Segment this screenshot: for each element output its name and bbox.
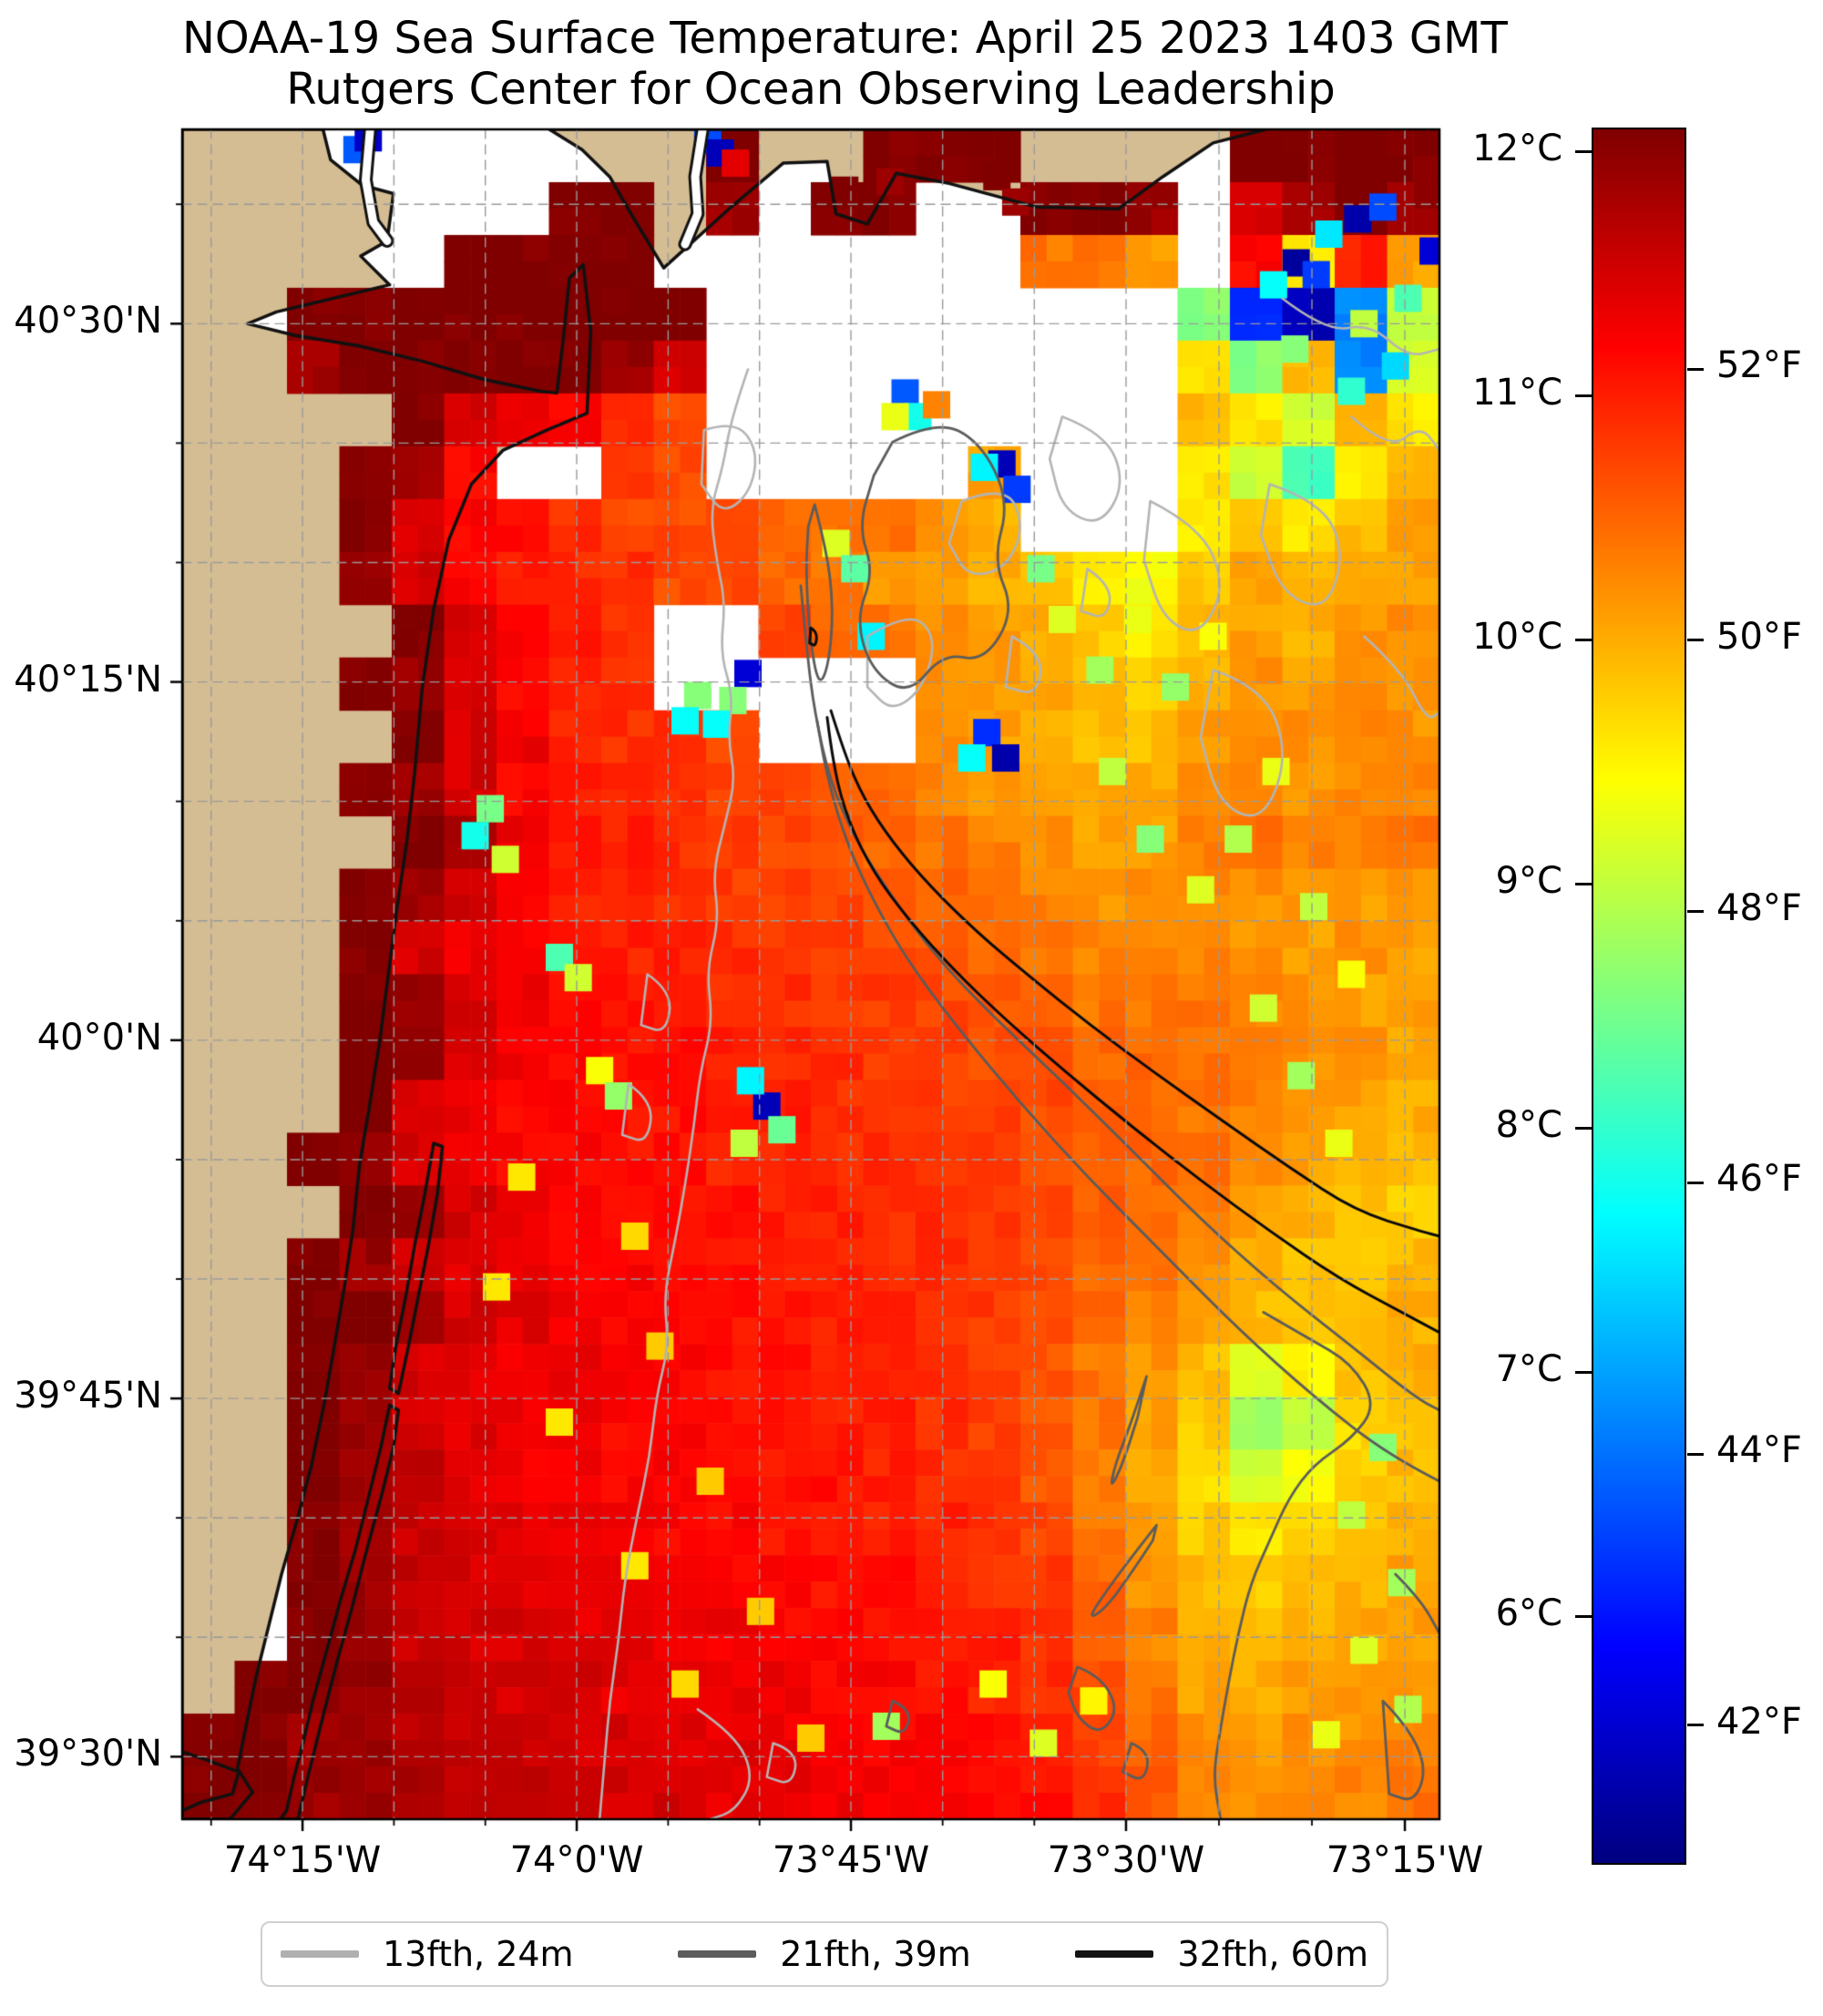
- depth-contour-legend: 13fth, 24m 21fth, 39m 32fth, 60m: [261, 1921, 1388, 1987]
- colorbar-celsius-label: 11°C: [1472, 371, 1562, 414]
- colorbar-celsius-tick: [1575, 1127, 1592, 1131]
- sst-map-canvas: [169, 116, 1467, 1845]
- colorbar-fahrenheit-label: 42°F: [1716, 1700, 1802, 1743]
- chart-subtitle: Rutgers Center for Ocean Observing Leade…: [286, 64, 1336, 115]
- colorbar-gradient-canvas: [1593, 129, 1685, 1863]
- x-tick-label: 73°15'W: [1326, 1839, 1484, 1881]
- y-tick-label: 40°15'N: [14, 658, 162, 701]
- legend-label-21fth: 21fth, 39m: [780, 1934, 971, 1974]
- y-tick-label: 40°30'N: [14, 300, 162, 343]
- colorbar-celsius-tick: [1575, 150, 1592, 154]
- colorbar-fahrenheit-label: 48°F: [1716, 886, 1802, 929]
- legend-entry-13fth: 13fth, 24m: [281, 1934, 574, 1974]
- x-tick-label: 74°0'W: [509, 1839, 644, 1881]
- colorbar-fahrenheit-tick: [1687, 367, 1704, 371]
- colorbar-celsius-label: 9°C: [1495, 859, 1562, 902]
- x-tick-label: 73°45'W: [772, 1839, 930, 1881]
- colorbar-celsius-label: 6°C: [1495, 1591, 1562, 1634]
- colorbar-fahrenheit-tick: [1687, 1724, 1704, 1727]
- colorbar-fahrenheit-label: 52°F: [1716, 344, 1802, 387]
- x-tick-label: 74°15'W: [223, 1839, 382, 1881]
- y-tick-label: 39°30'N: [14, 1733, 162, 1776]
- legend-line-32fth: [1075, 1950, 1154, 1958]
- y-tick-label: 40°0'N: [36, 1016, 162, 1059]
- colorbar-fahrenheit-tick: [1687, 639, 1704, 642]
- colorbar-celsius-label: 8°C: [1495, 1103, 1562, 1146]
- legend-label-32fth: 32fth, 60m: [1177, 1934, 1368, 1974]
- colorbar-celsius-tick: [1575, 883, 1592, 886]
- colorbar-fahrenheit-label: 46°F: [1716, 1158, 1802, 1201]
- colorbar-celsius-label: 7°C: [1495, 1347, 1562, 1390]
- legend-label-13fth: 13fth, 24m: [383, 1934, 574, 1974]
- colorbar-celsius-tick: [1575, 1371, 1592, 1375]
- colorbar-celsius-tick: [1575, 639, 1592, 642]
- colorbar-fahrenheit-label: 50°F: [1716, 615, 1802, 658]
- chart-title: NOAA-19 Sea Surface Temperature: April 2…: [182, 13, 1508, 64]
- colorbar-celsius-tick: [1575, 1615, 1592, 1619]
- legend-line-13fth: [281, 1950, 359, 1958]
- colorbar-fahrenheit-tick: [1687, 1452, 1704, 1456]
- chart-title-block: NOAA-19 Sea Surface Temperature: April 2…: [182, 13, 1508, 115]
- colorbar-celsius-tick: [1575, 394, 1592, 398]
- colorbar: [1592, 128, 1686, 1865]
- colorbar-celsius-label: 10°C: [1472, 615, 1562, 658]
- y-tick-label: 39°45'N: [14, 1375, 162, 1417]
- colorbar-fahrenheit-tick: [1687, 910, 1704, 914]
- legend-line-21fth: [678, 1950, 757, 1958]
- colorbar-fahrenheit-label: 44°F: [1716, 1429, 1802, 1472]
- legend-entry-32fth: 32fth, 60m: [1075, 1934, 1368, 1974]
- colorbar-celsius-label: 12°C: [1472, 127, 1562, 169]
- colorbar-fahrenheit-tick: [1687, 1181, 1704, 1184]
- x-tick-label: 73°30'W: [1047, 1839, 1205, 1881]
- legend-entry-21fth: 21fth, 39m: [678, 1934, 971, 1974]
